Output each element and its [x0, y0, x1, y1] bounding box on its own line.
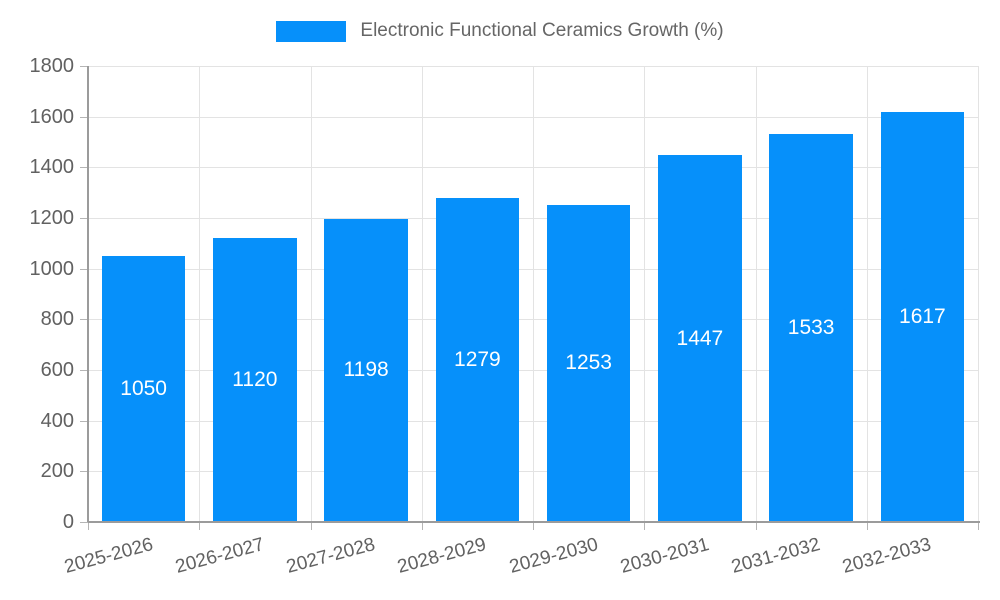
bar[interactable]	[435, 197, 520, 522]
bar[interactable]	[324, 218, 408, 522]
bar-value-label: 1533	[787, 315, 835, 339]
y-axis-label: 1800	[29, 55, 75, 77]
chart-legend[interactable]: Electronic Functional Ceramics Growth (%…	[0, 18, 1000, 44]
bar[interactable]	[769, 133, 853, 522]
bar-value-label: 1279	[454, 347, 501, 371]
x-axis-tick	[88, 522, 89, 530]
y-axis-tick	[80, 116, 88, 118]
gridline-x	[866, 66, 868, 522]
y-axis-label: 1600	[29, 105, 75, 128]
x-axis-tick	[533, 522, 534, 530]
x-axis-tick	[978, 522, 979, 530]
x-axis-tick	[310, 522, 312, 530]
y-axis-tick	[80, 319, 88, 321]
gridline-x	[755, 66, 757, 522]
y-axis-tick	[80, 420, 88, 422]
y-axis-tick	[80, 471, 88, 473]
bar-value-label: 1447	[676, 326, 724, 350]
y-axis-label: 200	[40, 460, 74, 483]
bar[interactable]	[101, 256, 186, 522]
x-axis-tick	[644, 522, 646, 530]
y-axis-label: 1400	[29, 156, 75, 179]
gridline-x	[533, 66, 534, 522]
x-axis-tick	[866, 522, 868, 530]
bar[interactable]	[658, 155, 742, 522]
y-axis-tick	[80, 167, 88, 169]
gridline-x	[978, 66, 979, 522]
x-axis-tick	[199, 522, 201, 530]
legend-swatch	[276, 20, 347, 42]
y-axis-line	[87, 66, 89, 522]
y-axis-label: 600	[40, 359, 74, 381]
bar-value-label: 1253	[565, 351, 612, 375]
bar[interactable]	[213, 238, 297, 522]
y-axis-tick	[80, 370, 88, 371]
bar[interactable]	[546, 204, 631, 522]
y-axis-label: 800	[40, 308, 74, 331]
gridline-x	[310, 66, 312, 522]
y-axis-label: 1200	[29, 207, 75, 229]
y-axis-label: 0	[62, 511, 74, 533]
gridline-x	[199, 66, 201, 522]
y-axis-label: 1000	[29, 257, 75, 280]
bar-value-label: 1120	[232, 368, 278, 392]
legend-label: Electronic Functional Ceramics Growth (%…	[360, 20, 724, 41]
y-axis-label: 400	[40, 409, 74, 432]
y-axis-tick	[80, 66, 88, 67]
bar-value-label: 1050	[120, 377, 167, 400]
x-axis-line	[88, 521, 980, 523]
bar-value-label: 1617	[899, 305, 946, 329]
y-axis-tick	[80, 218, 88, 219]
bar[interactable]	[880, 112, 965, 522]
gridline-x	[421, 66, 423, 522]
y-axis-tick	[80, 522, 88, 523]
x-axis-tick	[421, 522, 423, 530]
gridline-x	[644, 66, 646, 522]
y-axis-tick	[80, 268, 88, 270]
x-axis-tick	[755, 522, 757, 530]
bar-value-label: 1198	[343, 358, 389, 382]
